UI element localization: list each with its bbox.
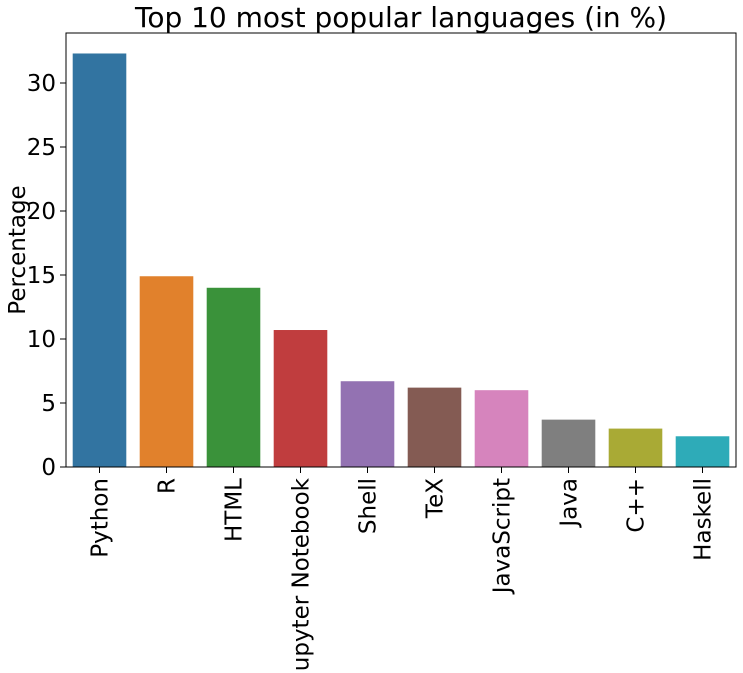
x-tick-label: HTML [222,478,248,542]
x-tick-label: C++ [624,478,650,533]
x-tick-label: Haskell [691,478,717,561]
y-tick-label: 25 [27,135,56,161]
y-tick-label: 10 [27,327,56,353]
bar-javascript [474,390,529,467]
bars-group [72,53,730,468]
x-tick-label: Jupyter Notebook [289,477,315,673]
bar-shell [340,381,395,467]
chart-title: Top 10 most popular languages (in %) [134,1,667,34]
bar-python [72,53,127,468]
x-tick-label: R [155,478,181,494]
bar-c- [608,428,663,467]
y-tick-label: 15 [27,263,56,289]
y-tick-label: 30 [27,71,56,97]
plot-frame [65,32,737,468]
y-tick-label: 5 [41,391,56,417]
x-tick-label: Shell [356,478,382,534]
y-tick-label: 0 [41,455,56,481]
bar-r [139,276,194,467]
bar-html [206,287,261,467]
y-axis-ticks: 0 5 10 15 20 25 30 [27,71,66,481]
y-tick-label: 20 [27,199,56,225]
x-tick-label: TeX [423,478,449,519]
x-tick-label: Python [88,478,114,558]
bar-tex [407,387,462,467]
bar-jupyter-notebook [273,330,328,467]
x-tick-label: JavaScript [490,478,516,595]
bar-java [541,419,596,467]
y-axis-label: Percentage [5,185,31,314]
x-tick-label: Java [557,478,583,529]
x-axis-ticks: Python R HTML Jupyter Notebook Shell TeX JavaS… [88,467,717,673]
axes-frame [65,32,737,468]
bar-haskell [675,436,730,467]
